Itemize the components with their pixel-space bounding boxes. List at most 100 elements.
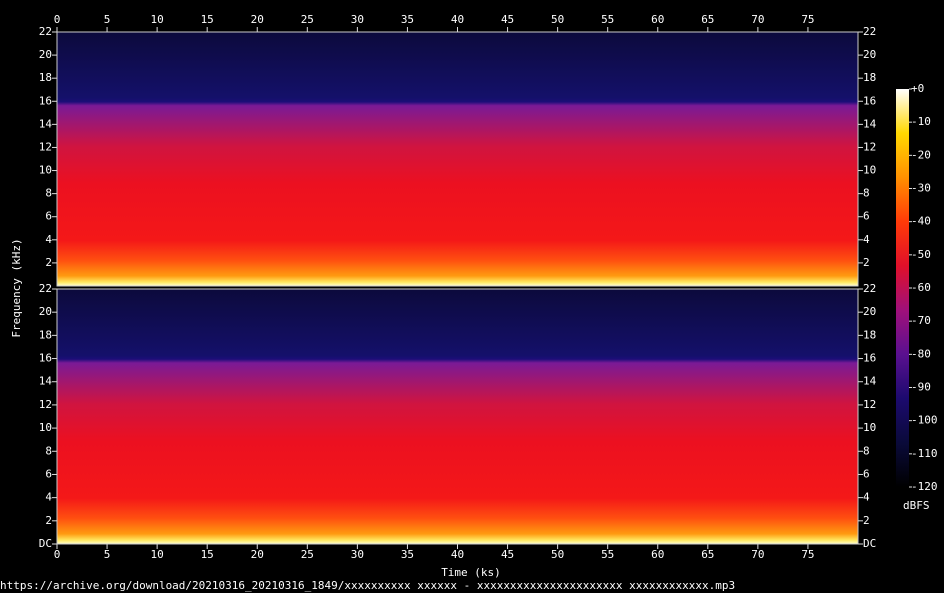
y-tick-label: 4: [863, 233, 870, 246]
colorbar-tick-label: -60: [911, 281, 931, 294]
channel-image: [57, 289, 858, 544]
y-tick-label: 10: [39, 421, 52, 434]
y-tick-label: 20: [863, 48, 876, 61]
y-tick-label: 8: [863, 444, 870, 457]
y-tick-label: 14: [863, 375, 877, 388]
x-tick-label: 75: [801, 548, 814, 561]
x-tick-label: 5: [104, 548, 111, 561]
y-tick-label: 14: [39, 117, 53, 130]
colorbar-tick-label: -110: [911, 447, 938, 460]
y-tick-label: 2: [863, 256, 870, 269]
y-tick-label: 12: [863, 398, 876, 411]
y-tick-label: 4: [863, 491, 870, 504]
colorbar-tick-label: -40: [911, 215, 931, 228]
colorbar-tick-label: -30: [911, 182, 931, 195]
x-tick-label: 60: [651, 548, 664, 561]
colorbar-tick-label: -120: [911, 480, 938, 493]
x-tick-label: 75: [801, 13, 814, 26]
x-tick-label: 15: [201, 13, 214, 26]
y-tick-label: 10: [863, 164, 876, 177]
x-tick-label: 60: [651, 13, 664, 26]
y-tick-label: DC: [863, 537, 876, 550]
colorbar-label: dBFS: [903, 499, 930, 512]
y-tick-label: DC: [39, 537, 52, 550]
colorbar-tick-label: -90: [911, 381, 931, 394]
y-tick-label: 18: [39, 328, 52, 341]
channel-frame: [56, 31, 859, 287]
x-tick-label: 0: [54, 13, 61, 26]
y-tick-label: 6: [45, 467, 52, 480]
y-tick-label: 4: [45, 233, 52, 246]
x-tick-label: 35: [401, 548, 414, 561]
y-tick-label: 6: [45, 210, 52, 223]
y-tick-label: 16: [863, 94, 876, 107]
footer-url: https://archive.org/download/20210316_20…: [0, 579, 735, 592]
y-tick-label: 20: [39, 305, 52, 318]
y-tick-label: 22: [39, 282, 52, 295]
x-tick-label: 25: [301, 13, 314, 26]
x-tick-label: 10: [151, 13, 164, 26]
y-tick-label: 20: [863, 305, 876, 318]
x-tick-label: 55: [601, 548, 614, 561]
y-tick-label: 2: [45, 514, 52, 527]
y-tick-label: 6: [863, 467, 870, 480]
x-tick-label: 0: [54, 548, 61, 561]
x-tick-label: 70: [751, 548, 764, 561]
y-tick-label: 16: [863, 352, 876, 365]
x-tick-label: 40: [451, 13, 464, 26]
x-tick-label: 20: [251, 13, 264, 26]
colorbar-tick-label: -20: [911, 148, 931, 161]
y-axis-title: Frequency (kHz): [10, 238, 23, 337]
y-tick-label: 18: [39, 71, 52, 84]
x-tick-label: 45: [501, 548, 514, 561]
colorbar-tick-label: -70: [911, 314, 931, 327]
x-axis-title: Time (ks): [441, 566, 501, 579]
x-tick-label: 65: [701, 13, 714, 26]
colorbar-tick-label: +0: [911, 82, 924, 95]
colorbar-tick-label: -80: [911, 347, 931, 360]
x-tick-label: 50: [551, 13, 564, 26]
colorbar-tick-label: -10: [911, 115, 931, 128]
y-tick-label: 12: [863, 140, 876, 153]
y-tick-label: 22: [863, 25, 876, 38]
y-tick-label: 20: [39, 48, 52, 61]
channel-image: [57, 32, 858, 286]
y-tick-label: 10: [863, 421, 876, 434]
x-tick-label: 50: [551, 548, 564, 561]
x-tick-label: 70: [751, 13, 764, 26]
y-tick-label: 12: [39, 140, 52, 153]
y-tick-label: 8: [863, 187, 870, 200]
y-tick-label: 4: [45, 491, 52, 504]
x-tick-label: 45: [501, 13, 514, 26]
y-tick-label: 18: [863, 328, 876, 341]
x-tick-label: 35: [401, 13, 414, 26]
y-tick-label: 6: [863, 210, 870, 223]
x-tick-label: 65: [701, 548, 714, 561]
y-tick-label: 14: [863, 117, 877, 130]
y-tick-label: 2: [45, 256, 52, 269]
y-tick-label: 10: [39, 164, 52, 177]
x-tick-label: 30: [351, 13, 364, 26]
x-tick-label: 25: [301, 548, 314, 561]
x-tick-label: 30: [351, 548, 364, 561]
colorbar-tick-label: -50: [911, 248, 931, 261]
x-tick-label: 20: [251, 548, 264, 561]
y-tick-label: 8: [45, 187, 52, 200]
channel-frame: [56, 288, 859, 545]
y-tick-label: 16: [39, 94, 52, 107]
y-tick-label: 18: [863, 71, 876, 84]
y-tick-label: 22: [863, 282, 876, 295]
colorbar-tick-label: -100: [911, 414, 938, 427]
y-tick-label: 16: [39, 352, 52, 365]
x-tick-label: 55: [601, 13, 614, 26]
x-tick-label: 40: [451, 548, 464, 561]
y-tick-label: 8: [45, 444, 52, 457]
x-tick-label: 5: [104, 13, 111, 26]
x-tick-label: 15: [201, 548, 214, 561]
colorbar: [896, 89, 909, 487]
y-tick-label: 14: [39, 375, 53, 388]
y-tick-label: 22: [39, 25, 52, 38]
y-tick-label: 12: [39, 398, 52, 411]
x-tick-label: 10: [151, 548, 164, 561]
